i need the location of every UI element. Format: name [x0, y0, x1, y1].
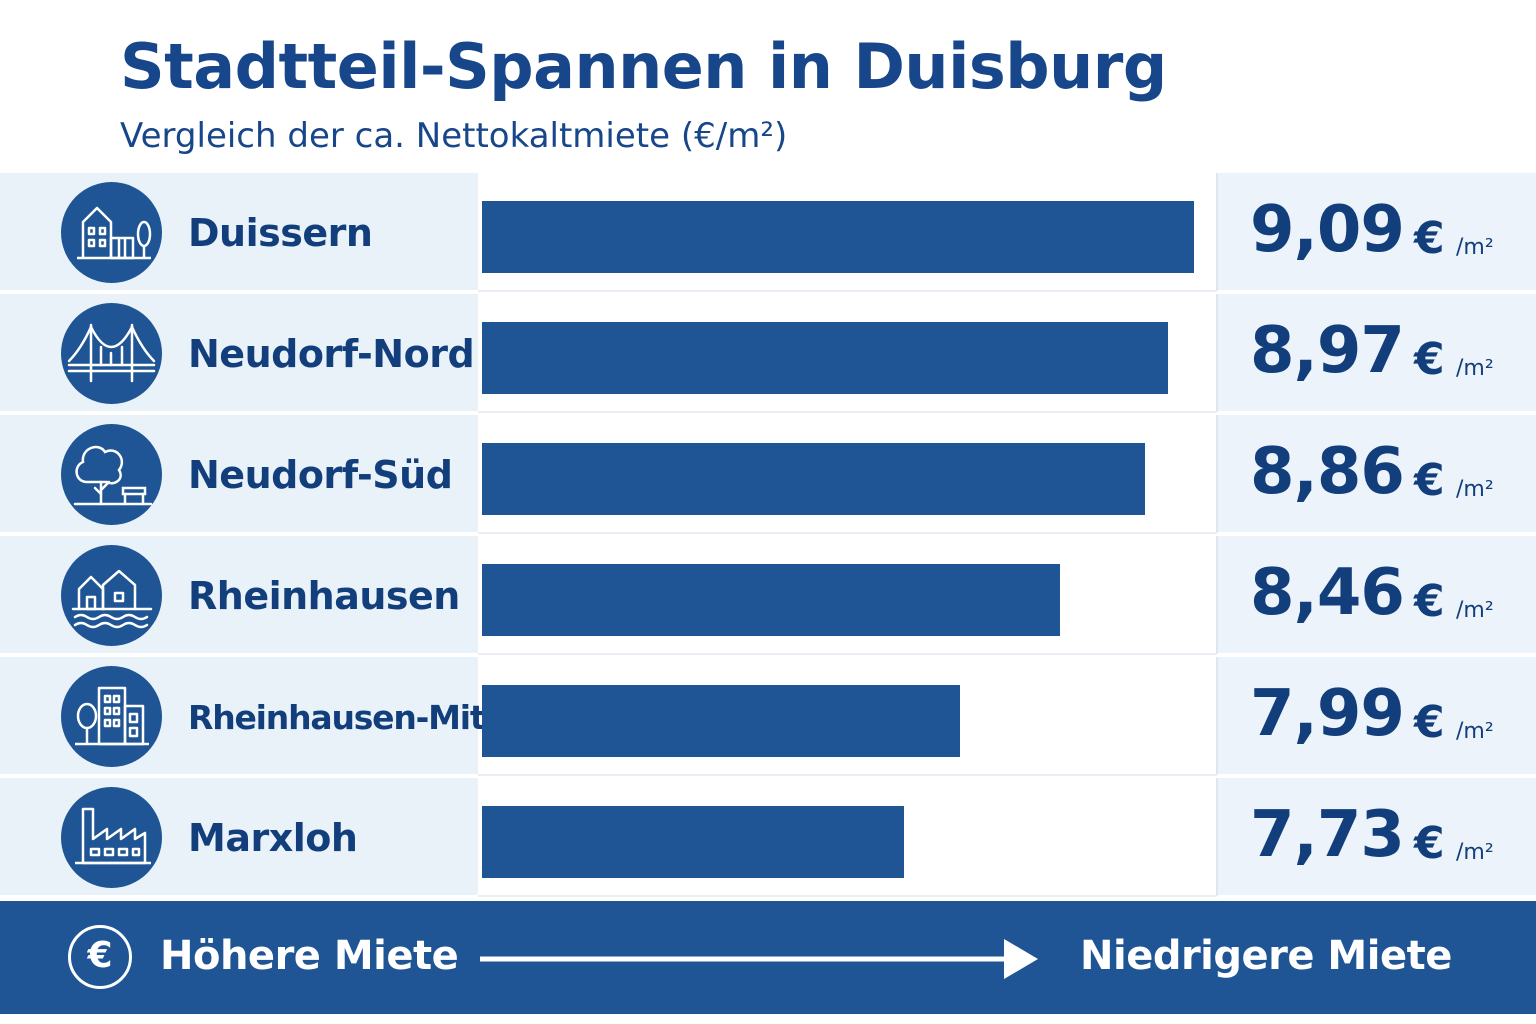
lower-rent-label: Niedrigere Miete: [1080, 933, 1452, 979]
value-label: 8,97: [1250, 314, 1405, 388]
row-value-cell: [1216, 173, 1536, 292]
bar-neudorf-sued: [482, 443, 1145, 515]
currency-symbol: €: [1414, 818, 1445, 869]
unit-label: /m²: [1456, 719, 1494, 744]
houses-water-icon: [61, 545, 162, 646]
bar-rheinhausen: [482, 564, 1060, 636]
district-label: Duissern: [188, 211, 373, 255]
row-value-cell: [1216, 536, 1536, 655]
bar-duissern: [482, 201, 1194, 273]
row-value-cell: [1216, 778, 1536, 897]
higher-rent-label: Höhere Miete: [160, 933, 459, 979]
chart-row: Marxloh 7,73 € /m²: [0, 778, 1536, 897]
unit-label: /m²: [1456, 840, 1494, 865]
currency-symbol: €: [1414, 576, 1445, 627]
euro-icon: €: [68, 925, 132, 989]
row-value-cell: [1216, 415, 1536, 534]
currency-symbol: €: [1414, 697, 1445, 748]
chart-row: Rheinhausen 8,46 € /m²: [0, 536, 1536, 655]
town-house-icon: [61, 182, 162, 283]
chart-row: Rheinhausen-Mitte 7,99 € /m²: [0, 657, 1536, 776]
value-label: 8,46: [1250, 556, 1405, 630]
district-label: Marxloh: [188, 816, 358, 860]
arrow-right-icon: [480, 939, 1038, 979]
bridge-icon: [61, 303, 162, 404]
value-label: 8,86: [1250, 435, 1405, 509]
apartment-tree-icon: [61, 666, 162, 767]
district-label: Rheinhausen: [188, 574, 460, 618]
unit-label: /m²: [1456, 235, 1494, 260]
bar-chart: Duissern 9,09 € /m² Neudorf-Nord 8,97: [0, 173, 1536, 900]
row-value-cell: [1216, 294, 1536, 413]
bar-marxloh: [482, 806, 905, 878]
factory-icon: [61, 787, 162, 888]
tree-bench-icon: [61, 424, 162, 525]
chart-row: Neudorf-Nord 8,97 € /m²: [0, 294, 1536, 413]
unit-label: /m²: [1456, 356, 1494, 381]
chart-subtitle: Vergleich der ca. Nettokaltmiete (€/m²): [120, 116, 788, 156]
unit-label: /m²: [1456, 598, 1494, 623]
footer-banner: € Höhere Miete Niedrigere Miete: [0, 901, 1536, 1014]
district-label: Neudorf-Süd: [188, 453, 453, 497]
bar-rheinhausen-mitte: [482, 685, 960, 757]
chart-row: Neudorf-Süd 8,86 € /m²: [0, 415, 1536, 534]
district-label: Neudorf-Nord: [188, 332, 475, 376]
value-label: 7,99: [1250, 677, 1405, 751]
currency-symbol: €: [1414, 455, 1445, 506]
value-label: 9,09: [1250, 193, 1405, 267]
unit-label: /m²: [1456, 477, 1494, 502]
chart-row: Duissern 9,09 € /m²: [0, 173, 1536, 292]
district-label: Rheinhausen-Mitte: [188, 698, 521, 737]
currency-symbol: €: [1414, 334, 1445, 385]
row-value-cell: [1216, 657, 1536, 776]
chart-title: Stadtteil-Spannen in Duisburg: [120, 30, 1167, 103]
value-label: 7,73: [1250, 798, 1405, 872]
currency-symbol: €: [1414, 213, 1445, 264]
bar-neudorf-nord: [482, 322, 1169, 394]
